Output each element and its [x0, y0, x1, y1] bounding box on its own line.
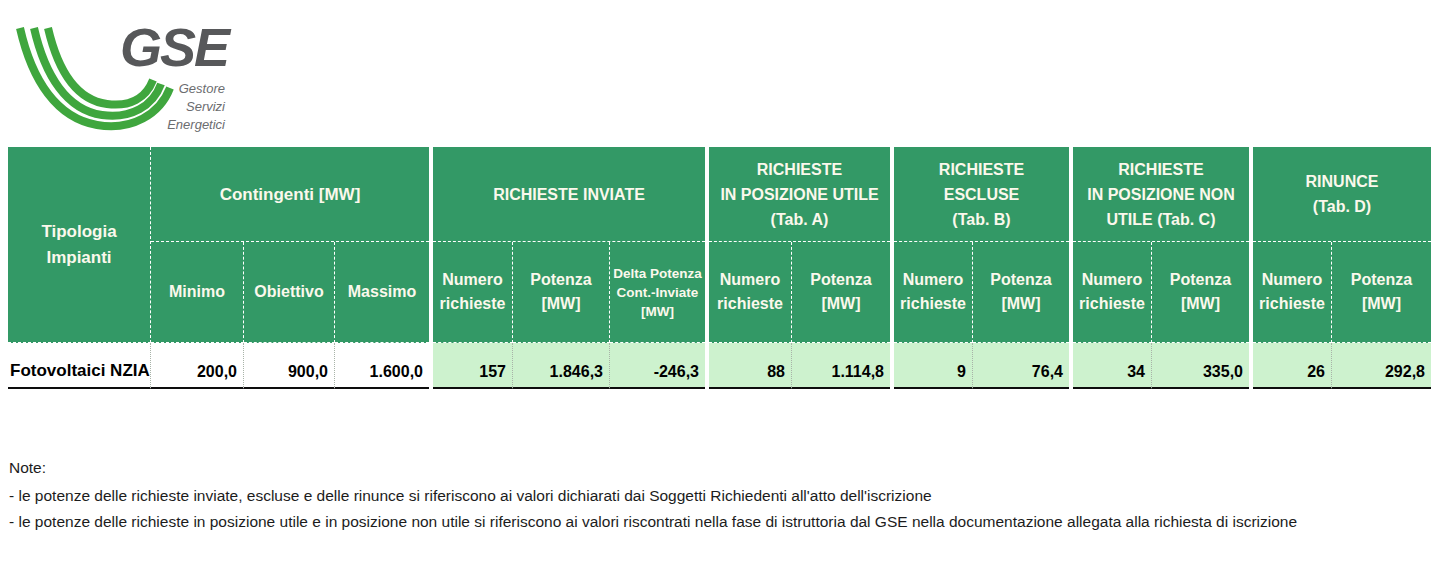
note-line-2: - le potenze delle richieste in posizion…	[9, 512, 1297, 531]
group-title-escluse: RICHIESTE ESCLUSE (Tab. B)	[894, 147, 1069, 242]
group-richieste-inviate: RICHIESTE INVIATE Numero richieste Poten…	[433, 147, 705, 389]
gse-logo-acronym: GSE	[120, 20, 228, 74]
group-rinunce: RINUNCE (Tab. D) Numero richieste Potenz…	[1253, 147, 1431, 389]
cell-contingenti-massimo: 1.600,0	[335, 343, 429, 389]
group-title-posizione-non-utile: RICHIESTE IN POSIZIONE NON UTILE (Tab. C…	[1073, 147, 1249, 242]
cell-tab-c-potenza: 335,0	[1152, 343, 1249, 389]
column-header-minimo: Minimo	[151, 242, 244, 343]
cell-tab-a-numero: 88	[709, 343, 792, 389]
cell-tab-b-potenza: 76,4	[973, 343, 1069, 389]
row-label-fotovoltaici-nzia: Fotovoltaici NZIA	[8, 343, 151, 389]
cell-inviate-potenza: 1.846,3	[513, 343, 610, 389]
results-table: Tipologia Impianti Contingenti [MW] Mini…	[8, 147, 1431, 389]
column-header-obiettivo: Obiettivo	[244, 242, 335, 343]
gse-logo-subtitle-line: Gestore	[10, 80, 225, 98]
gse-report-page: GSE Gestore Servizi Energetici Tipologia…	[0, 0, 1455, 564]
group-contingenti: Tipologia Impianti Contingenti [MW] Mini…	[8, 147, 429, 389]
cell-tab-c-numero: 34	[1073, 343, 1152, 389]
column-header-potenza-mw: Potenza [MW]	[1152, 242, 1249, 343]
column-header-potenza-mw: Potenza [MW]	[513, 242, 610, 343]
cell-tab-b-numero: 9	[894, 343, 973, 389]
gse-logo: GSE Gestore Servizi Energetici	[10, 8, 245, 140]
column-header-numero-richieste: Numero richieste	[1073, 242, 1152, 343]
column-header-potenza-mw: Potenza [MW]	[973, 242, 1069, 343]
corner-header-tipologia-impianti: Tipologia Impianti	[8, 147, 151, 343]
cell-tab-d-potenza: 292,8	[1332, 343, 1431, 389]
group-title-richieste-inviate: RICHIESTE INVIATE	[433, 147, 705, 242]
cell-tab-a-potenza: 1.114,8	[792, 343, 890, 389]
group-posizione-utile: RICHIESTE IN POSIZIONE UTILE (Tab. A) Nu…	[709, 147, 890, 389]
column-header-numero-richieste: Numero richieste	[709, 242, 792, 343]
gse-logo-subtitle-line: Servizi	[10, 98, 225, 116]
column-header-delta-potenza: Delta Potenza Cont.-Inviate [MW]	[610, 242, 705, 343]
notes-heading: Note:	[9, 458, 1297, 477]
gse-logo-subtitle-line: Energetici	[10, 116, 225, 134]
column-header-potenza-mw: Potenza [MW]	[1332, 242, 1431, 343]
cell-tab-d-numero: 26	[1253, 343, 1332, 389]
column-header-massimo: Massimo	[335, 242, 429, 343]
column-header-potenza-mw: Potenza [MW]	[792, 242, 890, 343]
group-posizione-non-utile: RICHIESTE IN POSIZIONE NON UTILE (Tab. C…	[1073, 147, 1249, 389]
group-title-contingenti: Contingenti [MW]	[151, 147, 429, 242]
column-header-numero-richieste: Numero richieste	[433, 242, 513, 343]
group-title-posizione-utile: RICHIESTE IN POSIZIONE UTILE (Tab. A)	[709, 147, 890, 242]
cell-inviate-delta-potenza: -246,3	[610, 343, 705, 389]
group-title-rinunce: RINUNCE (Tab. D)	[1253, 147, 1431, 242]
cell-contingenti-obiettivo: 900,0	[244, 343, 335, 389]
cell-contingenti-minimo: 200,0	[151, 343, 244, 389]
cell-inviate-numero: 157	[433, 343, 513, 389]
column-header-numero-richieste: Numero richieste	[1253, 242, 1332, 343]
note-line-1: - le potenze delle richieste inviate, es…	[9, 486, 1297, 505]
column-header-numero-richieste: Numero richieste	[894, 242, 973, 343]
group-escluse: RICHIESTE ESCLUSE (Tab. B) Numero richie…	[894, 147, 1069, 389]
gse-logo-subtitle: Gestore Servizi Energetici	[10, 80, 225, 134]
notes-section: Note: - le potenze delle richieste invia…	[9, 458, 1297, 538]
